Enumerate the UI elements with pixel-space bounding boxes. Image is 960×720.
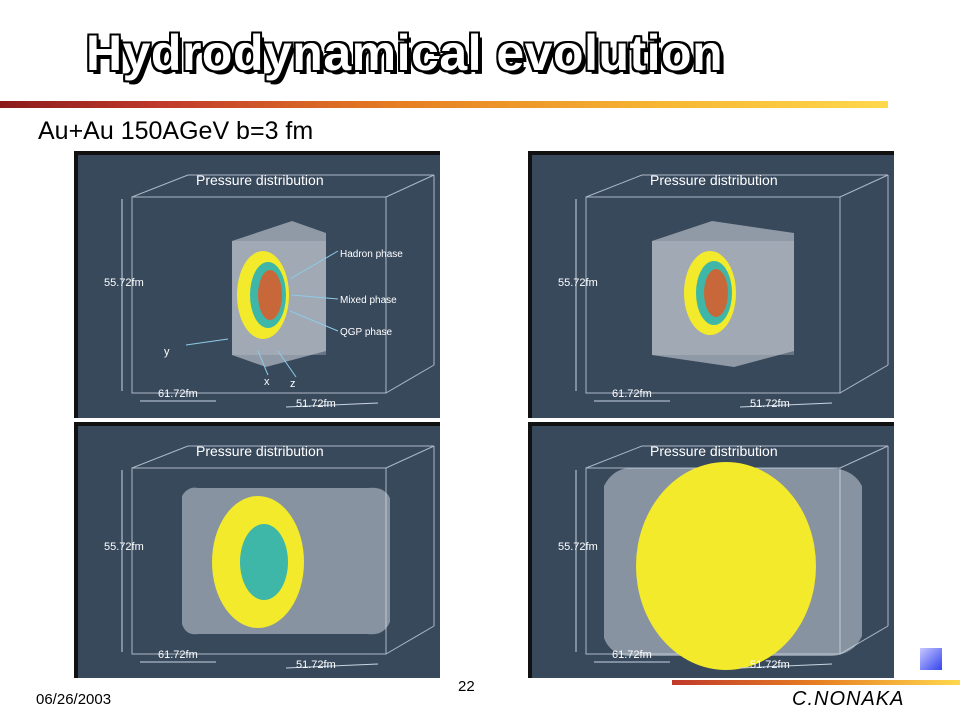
panel-heading: Pressure distribution [650, 443, 778, 459]
title-divider [0, 101, 888, 108]
panel-figure: Pressure distribution 55.72fm 61.72fm 51… [558, 172, 889, 410]
depth-dimension: 61.72fm [612, 649, 652, 661]
panel-bottom-right: Pressure distribution 55.72fm 61.72fm 51… [528, 422, 894, 678]
panel-heading: Pressure distribution [196, 172, 324, 188]
qgp-region [704, 269, 728, 317]
annotation-qgp: QGP phase [340, 327, 393, 338]
panel-bottom-left: Pressure distribution 55.72fm 61.72fm 51… [74, 422, 440, 678]
height-dimension: 55.72fm [558, 541, 598, 553]
footer-divider [672, 680, 960, 685]
width-dimension: 51.72fm [750, 398, 790, 410]
panel-top-left: Pressure distribution 55.72fm 61.72fm 51… [74, 151, 440, 418]
author-name: C.NONAKA [792, 688, 905, 710]
panel-figure: Pressure distribution 55.72fm 61.72fm 51… [104, 443, 435, 671]
width-dimension: 51.72fm [296, 398, 336, 410]
height-dimension: 55.72fm [104, 541, 144, 553]
annotation-hadron: Hadron phase [340, 249, 403, 260]
height-dimension: 55.72fm [104, 277, 144, 289]
slide-date: 06/26/2003 [36, 691, 112, 708]
width-dimension: 51.72fm [750, 659, 790, 671]
panel-top-right: Pressure distribution 55.72fm 61.72fm 51… [528, 151, 894, 418]
depth-dimension: 61.72fm [612, 388, 652, 400]
hadron-region [636, 462, 816, 670]
axis-label-z: z [290, 378, 296, 390]
panel-figure: Pressure distribution 55.72fm 61.72fm 51… [104, 172, 435, 410]
slide-title: Hydrodynamical evolution [86, 25, 724, 81]
depth-dimension: 61.72fm [158, 649, 198, 661]
qgp-region [258, 270, 282, 320]
page-number: 22 [458, 678, 475, 695]
width-dimension: 51.72fm [296, 659, 336, 671]
decorative-square [920, 648, 942, 670]
depth-dimension: 61.72fm [158, 388, 198, 400]
panel-heading: Pressure distribution [196, 443, 324, 459]
annotation-mixed: Mixed phase [340, 295, 397, 306]
axis-label-y: y [164, 346, 170, 358]
panel-figure: Pressure distribution 55.72fm 61.72fm 51… [558, 443, 889, 671]
height-dimension: 55.72fm [558, 277, 598, 289]
mixed-region [240, 524, 288, 600]
axis-label-x: x [264, 376, 270, 388]
slide-subtitle: Au+Au 150AGeV b=3 fm [38, 117, 314, 145]
panel-heading: Pressure distribution [650, 172, 778, 188]
